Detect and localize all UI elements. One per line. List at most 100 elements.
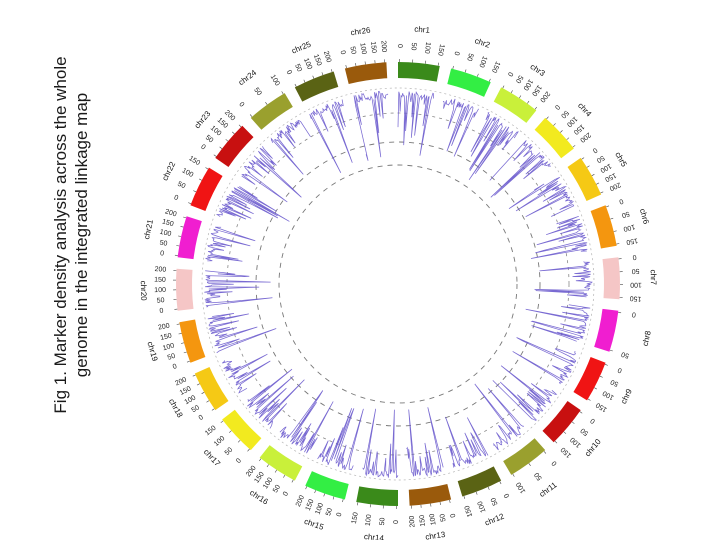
tick-mark (566, 137, 570, 140)
tick-mark (527, 100, 530, 104)
tick-label: 50 (252, 87, 262, 98)
tick-mark (475, 491, 478, 495)
tick-label: 50 (379, 517, 387, 525)
tick-mark (186, 360, 190, 363)
density-line (207, 313, 277, 354)
tick-label: 100 (154, 287, 166, 294)
tick-label: 200 (164, 208, 177, 218)
tick-label: 0 (589, 416, 596, 424)
tick-label: 50 (325, 507, 334, 517)
tick-mark (225, 139, 229, 142)
tick-label: 150 (351, 512, 360, 525)
tick-label: 100 (181, 167, 195, 179)
tick-mark (599, 375, 603, 378)
tick-label: 200 (409, 515, 417, 527)
chromosome-segment (534, 117, 574, 159)
density-line (362, 408, 399, 479)
tick-label: 150 (419, 514, 427, 526)
tick-mark (609, 349, 613, 352)
tick-label: 0 (503, 492, 511, 499)
chromosome-segment (190, 167, 223, 211)
chromosome-segment (177, 216, 202, 260)
tick-mark (606, 205, 610, 208)
tick-label: 50 (293, 63, 303, 73)
tick-label: 150 (629, 294, 641, 302)
tick-mark (477, 73, 479, 77)
tick-label: 100 (623, 223, 636, 233)
chromosome-segment (356, 486, 398, 506)
tick-label: 0 (160, 250, 165, 257)
chromosome-label: chr14 (364, 532, 385, 540)
chromosome-label: chr19 (145, 341, 159, 363)
tick-mark (238, 124, 242, 128)
tick-mark (266, 464, 269, 468)
tick-label: 50 (621, 210, 631, 219)
tick-label: 0 (591, 146, 598, 154)
tick-label: 150 (204, 425, 218, 438)
tick-mark (176, 323, 180, 325)
tick-label: 200 (174, 376, 188, 387)
chromosome-label: chr5 (613, 150, 629, 168)
density-line (270, 119, 311, 175)
tick-label: 150 (626, 236, 639, 245)
tick-label: 200 (608, 180, 622, 191)
tick-mark (211, 408, 215, 411)
tick-mark (439, 501, 441, 505)
tick-label: 50 (610, 378, 620, 388)
density-line (492, 365, 558, 421)
tick-mark (247, 448, 250, 452)
tick-label: 50 (176, 181, 186, 191)
density-line (489, 140, 551, 198)
tick-mark (274, 469, 277, 473)
tick-label: 200 (158, 323, 171, 332)
tick-mark (502, 85, 505, 89)
tick-mark (594, 387, 598, 390)
chromosome-label: chr18 (167, 397, 185, 419)
density-line (508, 176, 575, 218)
tick-mark (430, 503, 432, 507)
tick-mark (464, 69, 467, 73)
density-line (474, 383, 524, 451)
tick-mark (546, 116, 549, 120)
tick-mark (543, 451, 547, 454)
tick-label: 50 (514, 74, 524, 84)
chromosome-label: chr1 (414, 24, 431, 34)
tick-mark (437, 62, 439, 66)
chromosome-label: chr17 (202, 447, 223, 468)
density-line (241, 146, 302, 203)
tick-label: 50 (559, 109, 570, 120)
dashed-ring (278, 164, 518, 404)
tick-label: 100 (269, 74, 281, 88)
density-line (445, 416, 489, 468)
tick-mark (463, 495, 466, 499)
density-line (442, 98, 479, 157)
tick-label: 150 (160, 332, 173, 341)
tick-label: 150 (490, 60, 501, 74)
tick-mark (571, 421, 575, 424)
tick-label: 0 (632, 310, 637, 317)
tick-label: 100 (423, 42, 431, 55)
tick-label: 200 (295, 494, 306, 508)
tick-mark (554, 440, 558, 444)
chromosome-segment (222, 409, 262, 451)
tick-mark (219, 146, 223, 149)
tick-label: 0 (282, 491, 290, 498)
tick-label: 100 (213, 435, 226, 448)
chromosome-segment (305, 471, 349, 500)
chromosome-label: chr15 (303, 517, 325, 532)
chromosome-label: chr23 (193, 109, 213, 131)
density-line (215, 186, 290, 222)
tick-label: 100 (162, 342, 175, 352)
track-rings (201, 87, 595, 481)
chromosome-segment (503, 438, 546, 475)
tick-mark (345, 65, 347, 69)
density-line (317, 408, 364, 471)
tick-mark (572, 145, 576, 148)
tick-mark (488, 78, 491, 82)
tick-label: 200 (154, 266, 166, 274)
chromosome-segment (493, 87, 537, 123)
tick-label: 50 (348, 46, 356, 55)
chromosome-segment (398, 62, 440, 82)
chromosome-label: chr2 (473, 36, 491, 50)
